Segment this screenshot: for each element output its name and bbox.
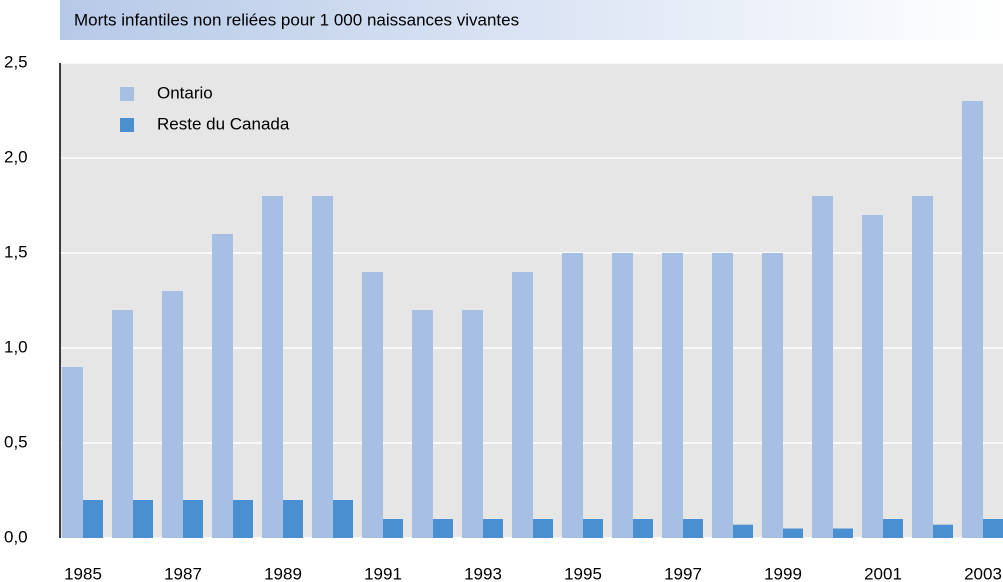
legend-label: Ontario (157, 83, 213, 102)
bar (683, 519, 703, 538)
x-tick-label: 1991 (364, 564, 402, 582)
bar (183, 500, 203, 538)
legend-swatch (120, 118, 134, 132)
bar (162, 291, 183, 538)
bar (583, 519, 603, 538)
title-bar (60, 0, 1003, 40)
legend-swatch (120, 87, 134, 101)
bar (833, 528, 853, 538)
bar (483, 519, 503, 538)
bar (333, 500, 353, 538)
bar (412, 310, 433, 538)
x-tick-label: 1997 (664, 564, 702, 582)
bar (83, 500, 103, 538)
bar (933, 524, 953, 538)
bar (983, 519, 1003, 538)
bar (262, 196, 283, 538)
bar (362, 272, 383, 538)
bar (433, 519, 453, 538)
bar (633, 519, 653, 538)
x-tick-label: 2003 (964, 564, 1002, 582)
bar (862, 215, 883, 538)
bar (133, 500, 153, 538)
bar (383, 519, 403, 538)
y-tick-label: 2,0 (4, 147, 28, 166)
bar (212, 234, 233, 538)
bar (112, 310, 133, 538)
bar (512, 272, 533, 538)
bar (312, 196, 333, 538)
bar (562, 253, 583, 538)
bar (962, 101, 983, 538)
bar (762, 253, 783, 538)
x-tick-label: 2001 (864, 564, 902, 582)
y-tick-label: 1,0 (4, 337, 28, 356)
x-tick-label: 1993 (464, 564, 502, 582)
bar (612, 253, 633, 538)
bar (712, 253, 733, 538)
x-tick-label: 1985 (64, 564, 102, 582)
bar (783, 528, 803, 538)
bar (733, 524, 753, 538)
y-tick-label: 0,5 (4, 432, 28, 451)
bar (883, 519, 903, 538)
x-tick-label: 1987 (164, 564, 202, 582)
bar (533, 519, 553, 538)
x-tick-label: 1989 (264, 564, 302, 582)
bar (812, 196, 833, 538)
legend-label: Reste du Canada (157, 114, 290, 133)
bar (662, 253, 683, 538)
y-tick-label: 2,5 (4, 52, 28, 71)
x-tick-label: 1999 (764, 564, 802, 582)
x-tick-label: 1995 (564, 564, 602, 582)
bar (912, 196, 933, 538)
y-tick-label: 1,5 (4, 242, 28, 261)
bar (233, 500, 253, 538)
bar (283, 500, 303, 538)
bar (462, 310, 483, 538)
bar (62, 367, 83, 538)
chart-title: Morts infantiles non reliées pour 1 000 … (74, 10, 519, 29)
y-tick-label: 0,0 (4, 527, 28, 546)
